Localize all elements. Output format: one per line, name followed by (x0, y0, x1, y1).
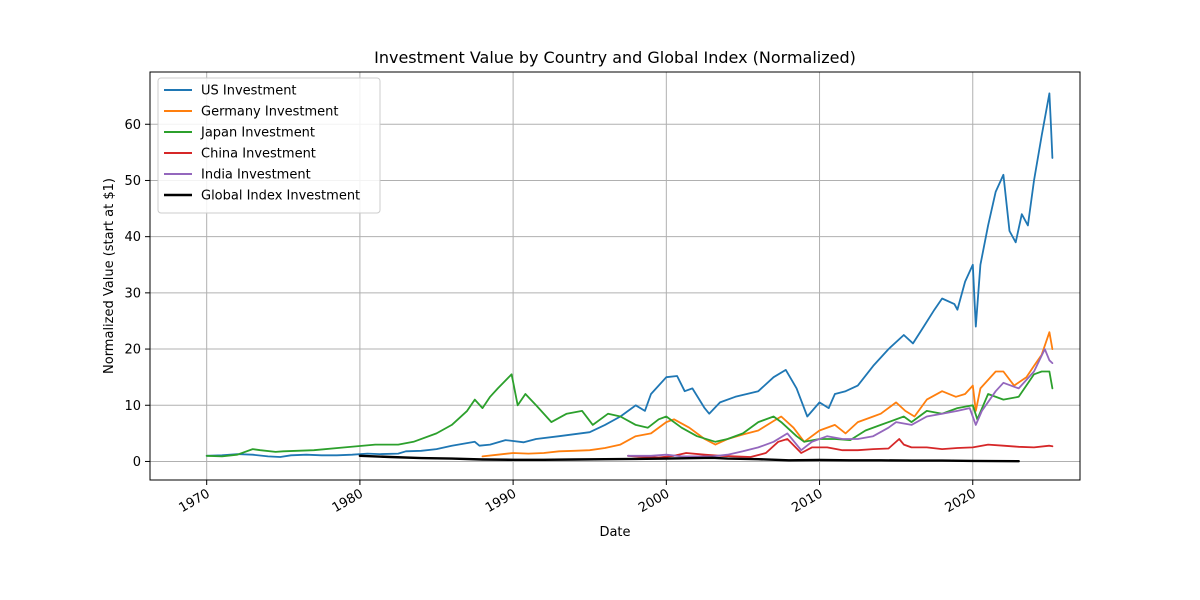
x-axis-label: Date (599, 525, 630, 540)
y-tick-label: 20 (124, 343, 141, 358)
y-tick-label: 60 (124, 118, 141, 133)
legend-entry: China Investment (201, 147, 316, 162)
series-line-china-investment (627, 438, 1054, 459)
y-axis-label: Normalized Value (start at $1) (102, 178, 117, 374)
y-tick-label: 0 (133, 455, 141, 470)
legend-box (157, 77, 381, 214)
legend-entry: Global Index Investment (201, 189, 360, 204)
y-axis: 0 10 20 30 40 50 60 (124, 118, 150, 470)
y-tick-label: 50 (124, 174, 141, 189)
series-line-india-investment (627, 348, 1054, 458)
legend: US Investment Germany Investment Japan Inv… (157, 77, 381, 214)
y-tick-label: 30 (124, 286, 141, 301)
series-line-global-index-investment (358, 454, 1020, 463)
series-lines (205, 92, 1054, 463)
series-line-germany-investment (481, 331, 1054, 458)
chart-title: Investment Value by Country and Global I… (374, 48, 856, 67)
legend-entry: Germany Investment (201, 105, 339, 120)
y-tick-label: 40 (124, 230, 141, 245)
legend-entry: Japan Investment (200, 126, 315, 141)
legend-entry: US Investment (201, 84, 297, 99)
series-line-us-investment (205, 92, 1054, 458)
y-tick-label: 10 (124, 399, 141, 414)
legend-entry: India Investment (201, 168, 311, 183)
plot-frame (149, 71, 1081, 481)
series-line-japan-investment (205, 370, 1054, 458)
